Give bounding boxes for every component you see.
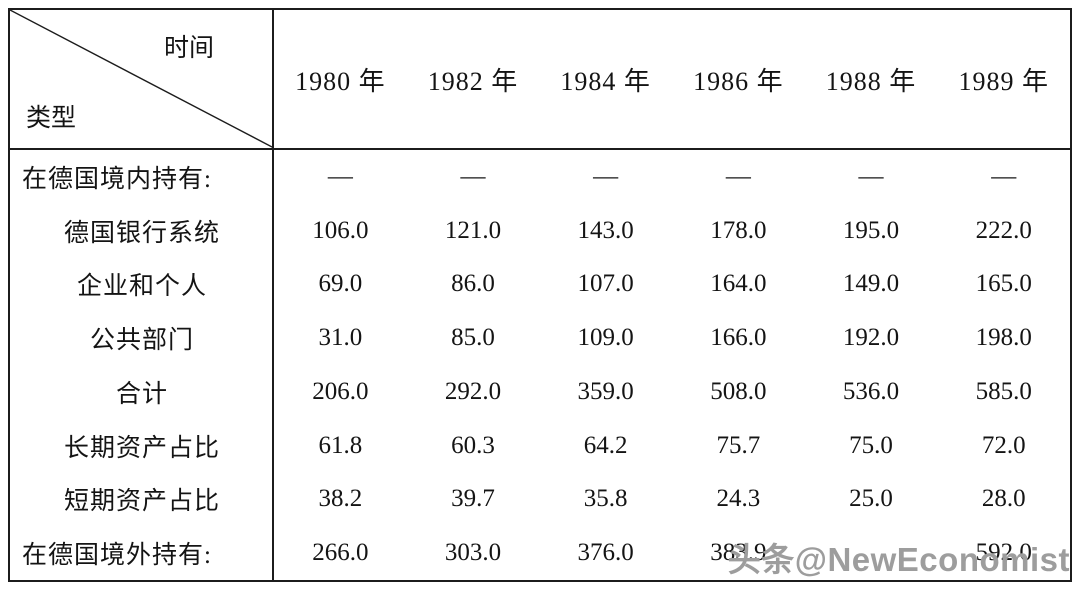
row-label: 在德国境内持有: [22,165,212,193]
row-label: 短期资产占比 [63,488,220,516]
table-row: 德国银行系统 106.0 121.0 143.0 178.0 195.0 222.0 [10,204,1070,258]
value-cell: 149.0 [842,270,900,298]
value-cell: — [991,162,1017,190]
column-header: 1984 年 [560,66,651,96]
table-row: 短期资产占比 38.2 39.7 35.8 24.3 25.0 28.0 [10,473,1070,527]
value-cell: 25.0 [849,485,893,513]
corner-label-time: 时间 [163,35,214,62]
row-label: 德国银行系统 [63,219,220,247]
value-cell: — [460,162,486,190]
value-cell: — [725,162,751,190]
value-cell: 266.0 [312,539,369,567]
column-header: 1982 年 [427,66,519,96]
corner-cell: 时间 类型 [10,10,274,148]
value-cell: 536.0 [842,377,900,405]
value-cell: 359.0 [577,377,634,405]
value-cell: 121.0 [444,216,502,244]
value-cell: — [593,162,619,190]
value-cell: 303.0 [444,539,502,567]
value-cell: 166.0 [710,324,767,352]
value-cell: 35.8 [583,485,628,513]
value-cell: 38.2 [318,485,363,513]
column-divider-line [272,10,274,580]
value-cell: 69.0 [318,270,363,298]
value-cell: 383.9 [710,539,767,567]
table-row: 公共部门 31.0 85.0 109.0 166.0 192.0 198.0 [10,311,1070,365]
value-cell: 109.0 [577,324,634,352]
column-header: 1980 年 [295,66,386,96]
row-label: 公共部门 [89,327,194,355]
table-body: 在德国境内持有: — — — — — — 德国银行系统 106.0 121.0 143.0 178.0… [10,150,1070,580]
value-cell: 508.0 [710,377,767,405]
value-cell: 222.0 [975,216,1032,244]
value-cell: 164.0 [710,270,767,298]
data-table: 时间 类型 1980 年 1982 年 1984 年 1986 年 1988 年 1989… [8,8,1072,582]
table-header-row: 时间 类型 1980 年 1982 年 1984 年 1986 年 1988 年 1989… [10,10,1070,150]
value-cell: 106.0 [312,216,369,244]
value-cell: 192.0 [842,324,900,352]
value-cell: 592.0 [975,539,1032,567]
table-row: 长期资产占比 61.8 60.3 64.2 75.7 75.0 72.0 [10,419,1070,473]
value-cell: 143.0 [577,216,634,244]
column-header: 1986 年 [693,66,784,96]
row-label: 长期资产占比 [63,434,220,462]
watermark-text: 头条@NewEconomist [727,541,1070,578]
value-cell: 24.3 [716,485,761,513]
value-cell: 86.0 [451,270,495,298]
column-header: 1988 年 [825,66,917,96]
value-cell: — [858,162,884,190]
value-cell: 585.0 [975,377,1032,405]
value-cell: 75.0 [849,431,893,459]
value-cell: 75.7 [716,431,761,459]
value-cell: 60.3 [451,431,495,459]
corner-label-type: 类型 [26,105,77,132]
value-cell: 206.0 [312,377,369,405]
table-row: 合计 206.0 292.0 359.0 508.0 536.0 585.0 [10,365,1070,419]
value-cell: — [327,162,353,190]
value-cell: 165.0 [975,270,1032,298]
row-label: 合计 [115,380,168,408]
row-label: 在德国境外持有: [22,542,212,570]
column-headers: 1980 年 1982 年 1984 年 1986 年 1988 年 1989 年 [274,10,1070,148]
value-cell: 376.0 [577,539,634,567]
diagonal-line [10,10,274,148]
table-row: 企业和个人 69.0 86.0 107.0 164.0 149.0 165.0 [10,258,1070,312]
value-cell: 64.2 [583,431,628,459]
value-cell: 107.0 [577,270,634,298]
value-cell: 195.0 [842,216,900,244]
row-label: 企业和个人 [76,273,207,301]
value-cell: 198.0 [975,324,1032,352]
table-row: 在德国境内持有: — — — — — — [10,150,1070,204]
value-cell: 85.0 [451,324,495,352]
value-cell: 61.8 [318,431,363,459]
value-cell: 178.0 [710,216,767,244]
value-cell: 31.0 [318,324,363,352]
value-cell: 28.0 [981,485,1026,513]
value-cell: 39.7 [451,485,495,513]
table-row: 在德国境外持有: 266.0 303.0 376.0 383.9 592.0 [10,526,1070,580]
value-cell: 292.0 [444,377,502,405]
value-cell: 72.0 [981,431,1026,459]
column-header: 1989 年 [958,66,1049,96]
